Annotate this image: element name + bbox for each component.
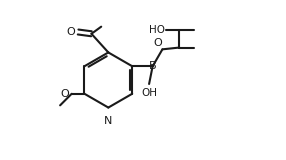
Text: O: O: [66, 27, 75, 37]
Text: O: O: [153, 38, 162, 48]
Text: O: O: [60, 89, 69, 99]
Text: B: B: [149, 61, 157, 71]
Text: N: N: [104, 116, 112, 126]
Text: HO: HO: [149, 25, 165, 35]
Text: OH: OH: [141, 88, 157, 98]
